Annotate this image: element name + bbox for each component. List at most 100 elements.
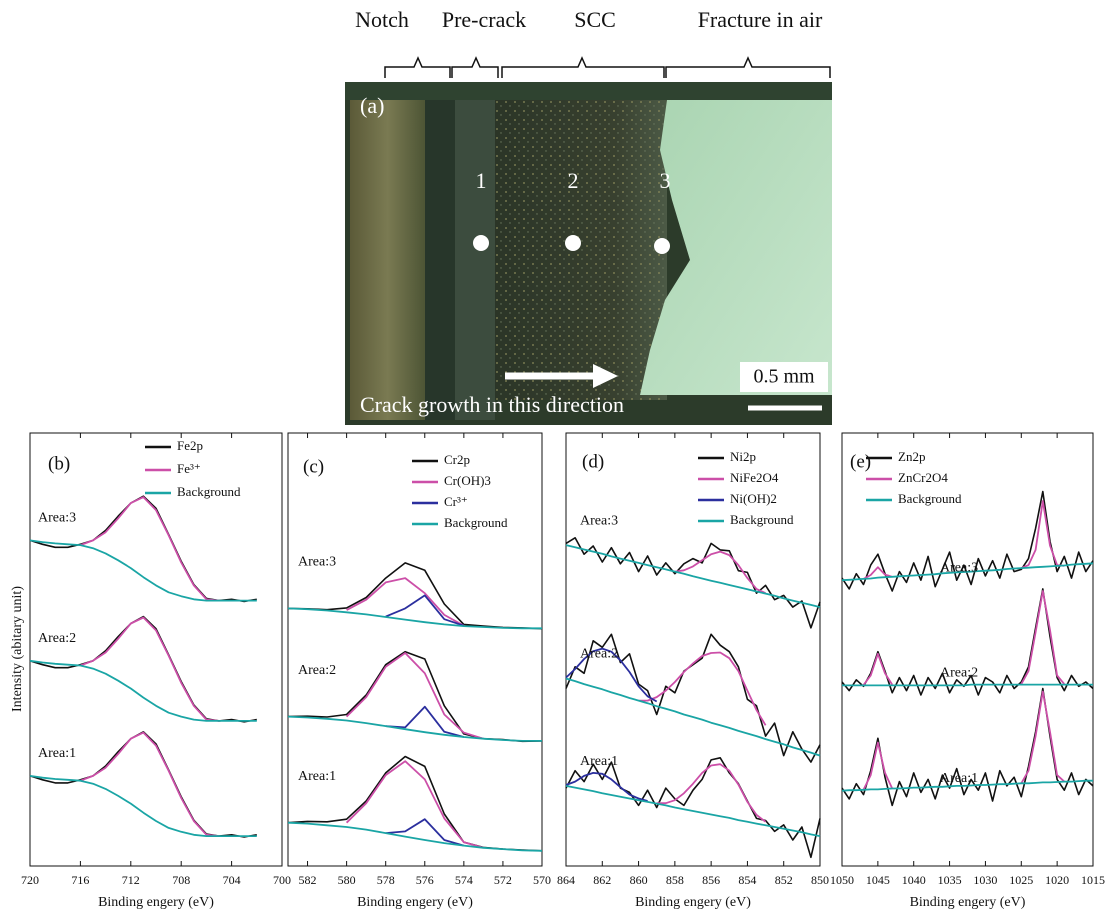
area-label: Area:2	[580, 647, 618, 662]
spectrum-line	[345, 652, 484, 740]
spectrum-line	[345, 760, 484, 849]
x-tick-label: 578	[377, 873, 395, 887]
spectrum-line	[385, 594, 465, 627]
point-label: 2	[568, 168, 579, 193]
spectrum-line	[80, 731, 220, 837]
spectrum-line	[565, 537, 821, 629]
spectrum-line	[565, 772, 648, 802]
region-label: SCC	[574, 7, 616, 32]
x-tick-label: 858	[666, 873, 684, 887]
area-label: Area:3	[940, 560, 978, 575]
x-tick-label: 574	[455, 873, 473, 887]
legend-label: Fe³⁺	[177, 461, 201, 476]
notch-region	[350, 100, 425, 420]
legend-label: Cr(OH)3	[444, 473, 491, 488]
x-tick-label: 570	[533, 873, 551, 887]
spectrum-line	[287, 715, 542, 742]
spectrum-line	[287, 607, 542, 630]
legend-label: Cr2p	[444, 452, 470, 467]
spectrum-line	[80, 616, 220, 722]
spectrum-line	[29, 775, 257, 837]
x-tick-label: 856	[702, 873, 720, 887]
spectrum-line	[29, 659, 257, 722]
brace	[451, 56, 499, 78]
photo: Notch Pre-crack SCC Fracture in air (a) …	[345, 7, 832, 425]
legend-label: Background	[898, 491, 962, 506]
area-label: Area:2	[940, 666, 978, 681]
precrack-region	[455, 100, 495, 420]
area-label: Area:1	[580, 754, 618, 769]
x-tick-label: 1050	[830, 873, 854, 887]
point-label: 1	[476, 168, 487, 193]
legend-label: Background	[730, 512, 794, 527]
arrow-head	[593, 364, 618, 388]
legend-label: Zn2p	[898, 449, 925, 464]
x-tick-label: 1015	[1081, 873, 1105, 887]
spectrum-line	[29, 539, 257, 602]
legend-label: Cr³⁺	[444, 494, 468, 509]
spectrum-line	[565, 647, 658, 703]
spectrum-line	[841, 490, 1094, 592]
panel-label: (d)	[582, 451, 604, 472]
notch-edge	[425, 100, 455, 420]
x-tick-label: 852	[775, 873, 793, 887]
spectrum-line	[385, 705, 465, 738]
spectrum-line	[674, 550, 766, 595]
x-tick-label: 1025	[1009, 873, 1033, 887]
legend-label: ZnCr2O4	[898, 470, 948, 485]
brace	[665, 56, 831, 78]
spectrum-line	[287, 562, 543, 630]
x-tick-label: 854	[738, 873, 756, 887]
legend-label: Fe2p	[177, 438, 203, 453]
x-tick-label: 576	[416, 873, 434, 887]
x-tick-label: 1045	[866, 873, 890, 887]
x-axis-label: Binding engery (eV)	[910, 895, 1026, 910]
point-marker	[654, 238, 670, 254]
x-axis-label: Binding engery (eV)	[98, 895, 214, 910]
spectrum-line	[841, 779, 1093, 792]
legend-label: Ni2p	[730, 449, 756, 464]
spectrum-line	[80, 496, 220, 602]
x-tick-label: 720	[21, 873, 39, 887]
spectrum-line	[841, 562, 1094, 582]
x-axis-label: Binding engery (eV)	[635, 895, 751, 910]
spectrum-line	[385, 818, 465, 847]
x-tick-label: 862	[593, 873, 611, 887]
spectrum-line	[565, 633, 821, 763]
x-tick-label: 580	[338, 873, 356, 887]
area-label: Area:1	[38, 746, 76, 761]
spectrum-line	[287, 821, 543, 852]
area-label: Area:1	[940, 771, 978, 786]
plot-frame	[565, 432, 821, 867]
point-marker	[473, 235, 489, 251]
x-tick-label: 572	[494, 873, 512, 887]
area-label: Area:3	[298, 555, 336, 570]
brace	[501, 56, 665, 78]
spectrum-line	[565, 757, 821, 859]
x-tick-label: 1035	[938, 873, 962, 887]
x-tick-label: 850	[811, 873, 829, 887]
spectrum-line	[565, 677, 821, 757]
x-tick-label: 1040	[902, 873, 926, 887]
fracture-region	[640, 100, 832, 395]
spectrum-line	[346, 577, 465, 627]
spectrum-line	[656, 763, 767, 823]
x-tick-label: 716	[71, 873, 89, 887]
plot-frame	[287, 432, 543, 867]
point-marker	[565, 235, 581, 251]
photo-top-band	[345, 82, 832, 100]
spectrum-line	[565, 785, 821, 837]
x-tick-label: 1020	[1045, 873, 1069, 887]
region-label: Fracture in air	[698, 7, 823, 32]
region-label: Pre-crack	[442, 7, 526, 32]
area-label: Area:1	[298, 769, 336, 784]
area-label: Area:3	[38, 511, 76, 526]
x-tick-label: 1030	[973, 873, 997, 887]
x-tick-label: 700	[273, 873, 291, 887]
point-label: 3	[660, 168, 671, 193]
brace	[384, 56, 451, 78]
spectrum-line	[862, 590, 1065, 686]
x-tick-label: 704	[223, 873, 241, 887]
y-axis-label: Intensity (abitary unit)	[10, 586, 25, 712]
